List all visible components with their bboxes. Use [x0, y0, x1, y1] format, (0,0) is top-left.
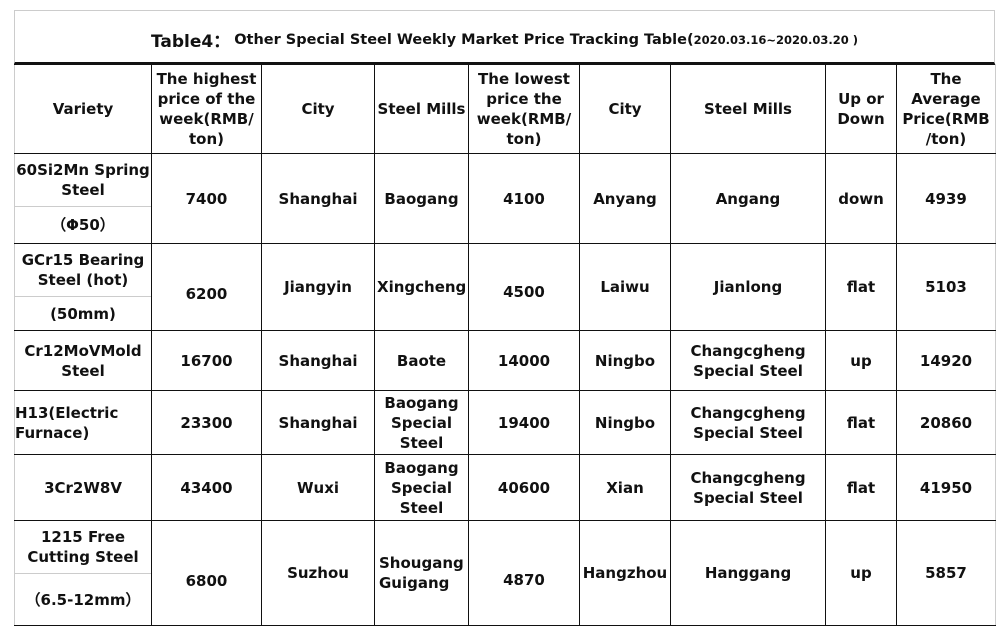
- variety-name: 3Cr2W8V: [14, 454, 152, 521]
- table-number: Table4：: [150, 32, 231, 52]
- low-steel-mill: Jianlong: [670, 243, 826, 331]
- high-steel-mill: Baogang Special Steel: [374, 454, 469, 521]
- average-price: 5857: [896, 520, 996, 626]
- trend: down: [825, 153, 897, 244]
- table-row: 1215 Free Cutting Steel （6.5-12mm） 6800 …: [14, 520, 996, 626]
- variety-spec: (50mm): [15, 296, 151, 330]
- average-price: 41950: [896, 454, 996, 521]
- trend: flat: [825, 243, 897, 331]
- header-up-or-down: Up or Down: [825, 64, 897, 154]
- high-city: Shanghai: [261, 330, 375, 391]
- variety-cell: GCr15 Bearing Steel (hot) (50mm): [14, 243, 152, 331]
- average-price: 14920: [896, 330, 996, 391]
- high-steel-mill: Baogang: [374, 153, 469, 244]
- trend: up: [825, 520, 897, 626]
- table-row: H13(Electric Furnace) 23300 Shanghai Bao…: [14, 390, 996, 455]
- low-city: Laiwu: [579, 243, 671, 331]
- header-average-price: The Average Price(RMB /ton): [896, 64, 996, 154]
- header-city: City: [579, 64, 671, 154]
- high-city: Shanghai: [261, 390, 375, 455]
- low-steel-mill: Angang: [670, 153, 826, 244]
- lowest-price: 4100: [468, 153, 580, 244]
- lowest-price: 4870: [468, 520, 580, 626]
- header-highest-price: The highest price of the week(RMB/ ton): [151, 64, 262, 154]
- high-city: Suzhou: [261, 520, 375, 626]
- price-table-container: Table4： Other Special Steel Weekly Marke…: [14, 10, 996, 626]
- variety-name: Cr12MoVMold Steel: [14, 330, 152, 391]
- table-row: Cr12MoVMold Steel 16700 Shanghai Baote 1…: [14, 330, 996, 391]
- header-city: City: [261, 64, 375, 154]
- low-steel-mill: Changcgheng Special Steel: [670, 390, 826, 455]
- highest-price: 43400: [151, 454, 262, 521]
- table-title: Table4： Other Special Steel Weekly Marke…: [14, 10, 995, 64]
- high-city: Wuxi: [261, 454, 375, 521]
- table-title-text: Other Special Steel Weekly Market Price …: [234, 31, 694, 48]
- lowest-price: 19400: [468, 390, 580, 455]
- high-city: Jiangyin: [261, 243, 375, 331]
- table-row: 60Si2Mn Spring Steel （Φ50） 7400 Shanghai…: [14, 153, 996, 244]
- header-variety: Variety: [14, 64, 152, 154]
- average-price: 4939: [896, 153, 996, 244]
- header-lowest-price: The lowest price the week(RMB/ ton): [468, 64, 580, 154]
- high-steel-mill: Baogang Special Steel: [374, 390, 469, 455]
- variety-name: 60Si2Mn Spring Steel: [16, 161, 150, 199]
- table-row: GCr15 Bearing Steel (hot) (50mm) 6200 Ji…: [14, 243, 996, 331]
- low-steel-mill: Changcgheng Special Steel: [670, 454, 826, 521]
- variety-name: H13(Electric Furnace): [14, 390, 152, 455]
- high-city: Shanghai: [261, 153, 375, 244]
- lowest-price: 14000: [468, 330, 580, 391]
- table-date-range: 2020.03.16~2020.03.20 ): [693, 32, 859, 47]
- highest-price: 7400: [151, 153, 262, 244]
- high-steel-mill: Shougang Guigang: [374, 520, 469, 626]
- trend: flat: [825, 390, 897, 455]
- trend: flat: [825, 454, 897, 521]
- header-steel-mills: Steel Mills: [670, 64, 826, 154]
- lowest-price: 40600: [468, 454, 580, 521]
- header-row: Variety The highest price of the week(RM…: [14, 64, 996, 154]
- average-price: 20860: [896, 390, 996, 455]
- low-city: Ningbo: [579, 330, 671, 391]
- high-steel-mill: Baote: [374, 330, 469, 391]
- table-row: 3Cr2W8V 43400 Wuxi Baogang Special Steel…: [14, 454, 996, 521]
- variety-cell: 1215 Free Cutting Steel （6.5-12mm）: [14, 520, 152, 626]
- variety-spec: （Φ50）: [15, 206, 151, 243]
- variety-cell: 60Si2Mn Spring Steel （Φ50）: [14, 153, 152, 244]
- price-table: Variety The highest price of the week(RM…: [14, 64, 996, 626]
- low-steel-mill: Hanggang: [670, 520, 826, 626]
- variety-name: GCr15 Bearing Steel (hot): [21, 251, 145, 289]
- lowest-price: 4500: [468, 243, 580, 331]
- highest-price: 6800: [151, 520, 262, 626]
- trend: up: [825, 330, 897, 391]
- average-price: 5103: [896, 243, 996, 331]
- low-city: Anyang: [579, 153, 671, 244]
- low-city: Ningbo: [579, 390, 671, 455]
- low-steel-mill: Changcgheng Special Steel: [670, 330, 826, 391]
- variety-name: 1215 Free Cutting Steel: [27, 528, 139, 566]
- variety-spec: （6.5-12mm）: [15, 573, 151, 625]
- highest-price: 16700: [151, 330, 262, 391]
- highest-price: 23300: [151, 390, 262, 455]
- highest-price: 6200: [151, 243, 262, 331]
- low-city: Xian: [579, 454, 671, 521]
- header-steel-mills: Steel Mills: [374, 64, 469, 154]
- high-steel-mill: Xingcheng: [374, 243, 469, 331]
- low-city: Hangzhou: [579, 520, 671, 626]
